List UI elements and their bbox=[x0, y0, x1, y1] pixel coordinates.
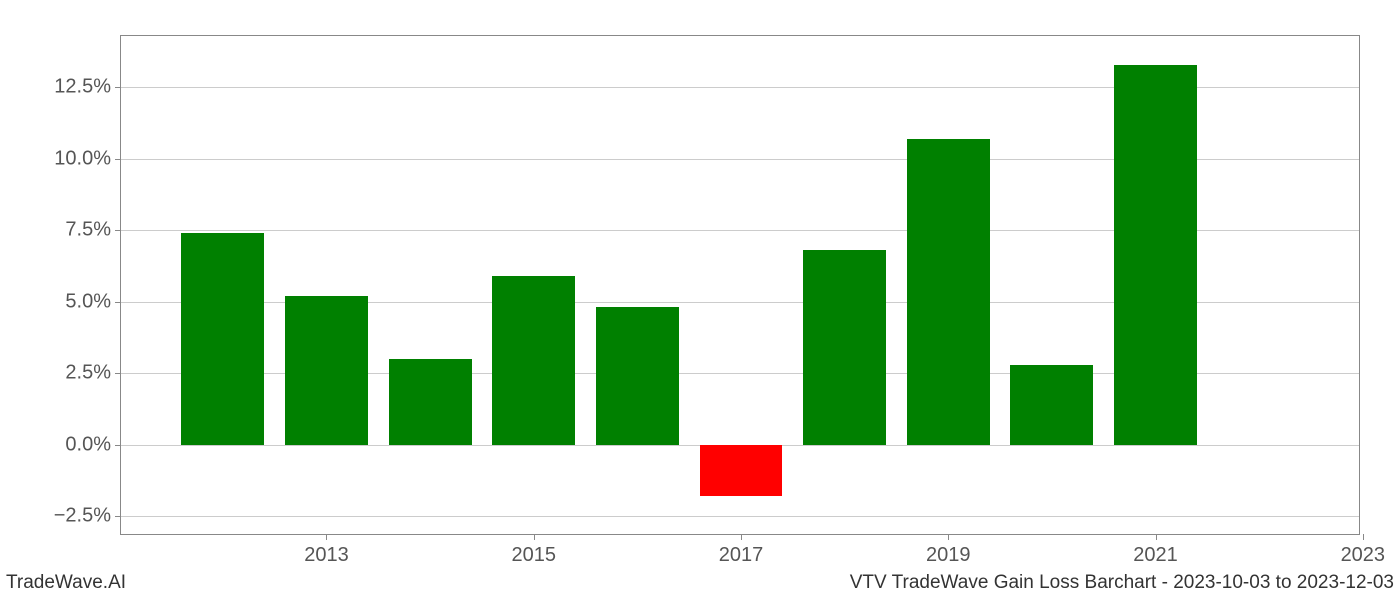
bar bbox=[181, 233, 264, 444]
footer-right: VTV TradeWave Gain Loss Barchart - 2023-… bbox=[850, 572, 1394, 594]
bar bbox=[1114, 65, 1197, 445]
bar bbox=[492, 276, 575, 445]
bar bbox=[907, 139, 990, 445]
y-tick-mark bbox=[115, 445, 121, 446]
y-tick-label: 5.0% bbox=[65, 290, 111, 313]
plot-area: −2.5%0.0%2.5%5.0%7.5%10.0%12.5%201320152… bbox=[120, 35, 1360, 535]
x-tick-mark bbox=[948, 534, 949, 540]
y-tick-mark bbox=[115, 516, 121, 517]
bar bbox=[285, 296, 368, 445]
y-tick-mark bbox=[115, 159, 121, 160]
x-tick-mark bbox=[1156, 534, 1157, 540]
y-tick-label: 7.5% bbox=[65, 219, 111, 242]
x-tick-label: 2019 bbox=[926, 544, 971, 567]
x-tick-label: 2023 bbox=[1341, 544, 1386, 567]
y-tick-mark bbox=[115, 87, 121, 88]
bar bbox=[803, 250, 886, 444]
x-tick-mark bbox=[1363, 534, 1364, 540]
x-tick-label: 2013 bbox=[304, 544, 349, 567]
x-tick-mark bbox=[326, 534, 327, 540]
y-tick-mark bbox=[115, 373, 121, 374]
y-tick-label: 2.5% bbox=[65, 362, 111, 385]
x-tick-mark bbox=[741, 534, 742, 540]
x-tick-mark bbox=[534, 534, 535, 540]
x-tick-label: 2021 bbox=[1133, 544, 1178, 567]
y-tick-mark bbox=[115, 230, 121, 231]
bar bbox=[389, 359, 472, 445]
bar bbox=[1010, 365, 1093, 445]
footer-left: TradeWave.AI bbox=[6, 572, 126, 594]
y-tick-mark bbox=[115, 302, 121, 303]
y-tick-label: 12.5% bbox=[54, 76, 111, 99]
y-tick-label: 0.0% bbox=[65, 433, 111, 456]
chart-container: −2.5%0.0%2.5%5.0%7.5%10.0%12.5%201320152… bbox=[120, 35, 1360, 535]
bar bbox=[596, 307, 679, 444]
bar bbox=[700, 445, 783, 496]
gridline bbox=[121, 516, 1359, 517]
y-tick-label: −2.5% bbox=[54, 505, 111, 528]
y-tick-label: 10.0% bbox=[54, 147, 111, 170]
x-tick-label: 2017 bbox=[719, 544, 764, 567]
x-tick-label: 2015 bbox=[511, 544, 556, 567]
